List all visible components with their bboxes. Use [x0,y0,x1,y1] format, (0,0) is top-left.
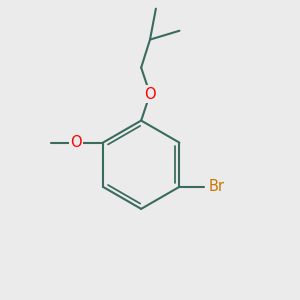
Text: O: O [144,87,156,102]
Text: O: O [70,135,82,150]
Text: Br: Br [209,179,225,194]
